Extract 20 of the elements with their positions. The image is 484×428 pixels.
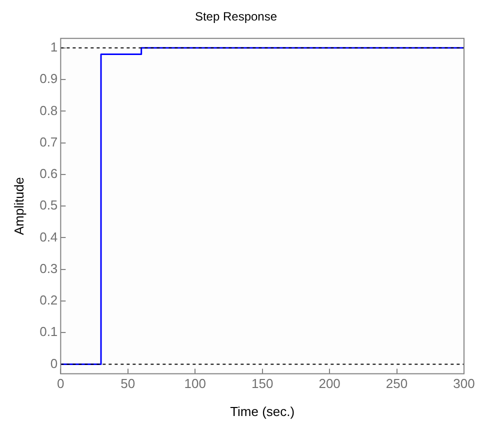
chart-title: Step Response — [194, 10, 278, 24]
y-tick-label: 0.3 — [40, 260, 58, 276]
y-tick-label: 0.2 — [40, 292, 58, 308]
y-tick-label: 0.1 — [40, 324, 58, 340]
y-tick-label: 0.4 — [40, 229, 58, 244]
x-tick-label: 200 — [318, 376, 340, 392]
y-tick-label: 0 — [50, 356, 58, 371]
y-tick-label: 0.6 — [40, 166, 58, 182]
x-tick-label: 300 — [453, 376, 475, 392]
y-tick-label: 0.8 — [40, 102, 58, 118]
y-tick-label: 0.7 — [40, 134, 58, 150]
y-tick-label: 0.9 — [40, 71, 58, 86]
y-tick-label: 0.5 — [40, 198, 58, 213]
x-tick-label: 150 — [251, 376, 274, 392]
x-axis-title: Time (sec.) — [230, 404, 295, 419]
y-tick-label: 1 — [50, 39, 58, 54]
x-tick-label: 50 — [120, 376, 136, 392]
x-tick-label: 100 — [184, 376, 206, 392]
x-tick-label: 250 — [386, 376, 408, 392]
y-axis-title: Amplitude — [11, 177, 26, 236]
